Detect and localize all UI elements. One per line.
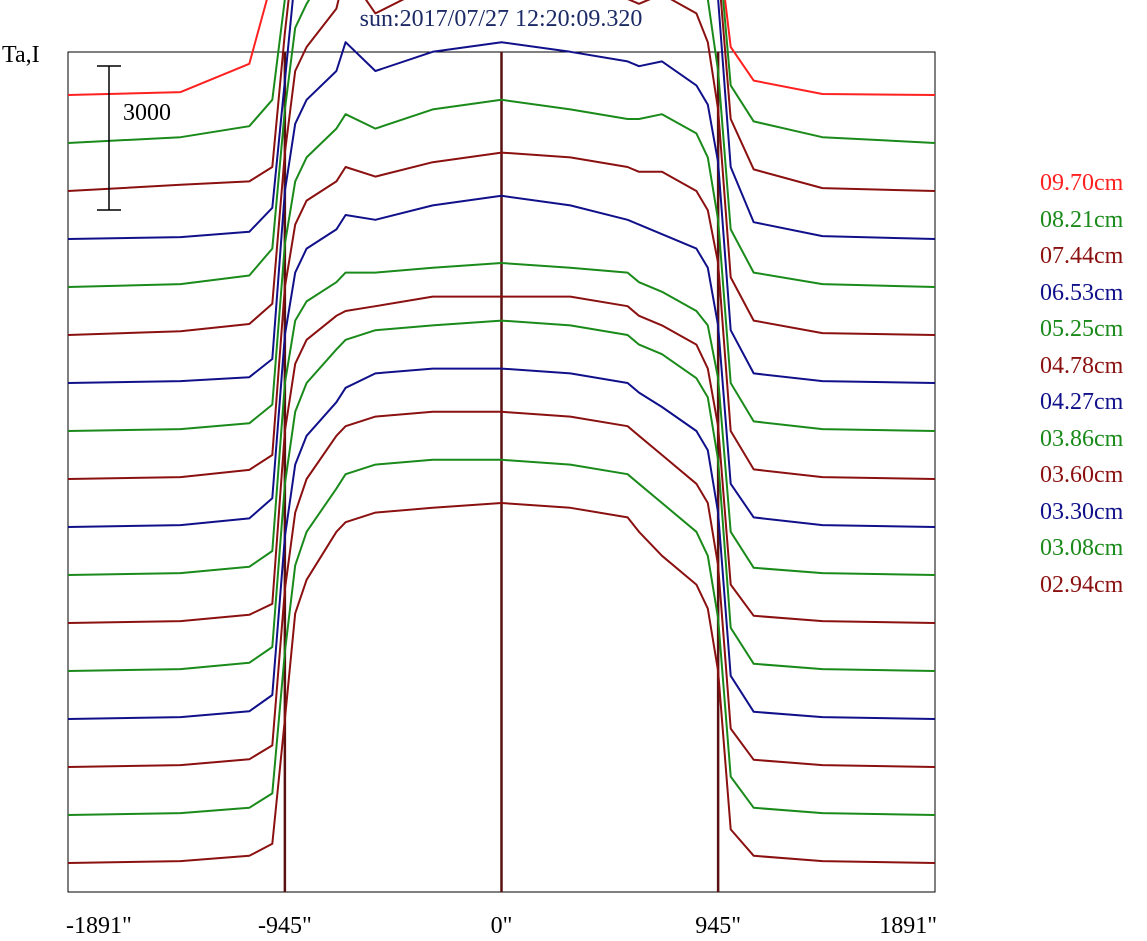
series-line xyxy=(67,0,936,288)
legend-item: 06.53cm xyxy=(1040,279,1124,306)
x-tick-label: 945" xyxy=(695,913,741,939)
legend-item: 03.30cm xyxy=(1040,498,1124,525)
scale-bar: 3000 xyxy=(97,65,171,211)
series-line-unlabeled xyxy=(67,458,936,816)
scale-bar-label: 3000 xyxy=(123,100,171,126)
series-line-unlabeled xyxy=(67,410,936,768)
series-line xyxy=(67,41,936,384)
series-line-unlabeled xyxy=(67,502,936,864)
series-line xyxy=(67,98,936,432)
x-tick-label: -945" xyxy=(258,913,312,939)
series-line xyxy=(67,295,936,624)
series-line xyxy=(67,0,936,240)
legend-item: 07.44cm xyxy=(1040,243,1124,269)
series-line-unlabeled xyxy=(67,319,936,672)
series-lines xyxy=(67,0,936,864)
legend-item: 09.70cm xyxy=(1040,170,1124,196)
x-tick-labels: -1891" -945" 0" 945" 1891" xyxy=(66,913,937,939)
series-line xyxy=(67,0,936,192)
legend-item: 08.21cm xyxy=(1040,206,1124,233)
series-line xyxy=(67,0,936,336)
series-line-unlabeled xyxy=(67,367,936,720)
series-line xyxy=(67,262,936,576)
x-tick-label: -1891" xyxy=(66,913,132,939)
series-line xyxy=(67,0,936,144)
legend-item: 05.25cm xyxy=(1040,316,1124,342)
legend-item: 03.86cm xyxy=(1040,425,1124,452)
y-axis-label: Ta,I xyxy=(2,42,40,68)
legend-item: 03.08cm xyxy=(1040,535,1124,561)
x-tick-label: 1891" xyxy=(879,913,937,939)
series-line xyxy=(67,194,936,528)
legend-item: 04.27cm xyxy=(1040,389,1124,415)
x-tick-label: 0" xyxy=(491,913,513,939)
legend-item: 04.78cm xyxy=(1040,352,1124,379)
chart-title: sun:2017/07/27 12:20:09.320 xyxy=(359,6,643,32)
legend-item: 03.60cm xyxy=(1040,462,1124,488)
legend-item: 02.94cm xyxy=(1040,571,1124,598)
series-line xyxy=(67,151,936,480)
